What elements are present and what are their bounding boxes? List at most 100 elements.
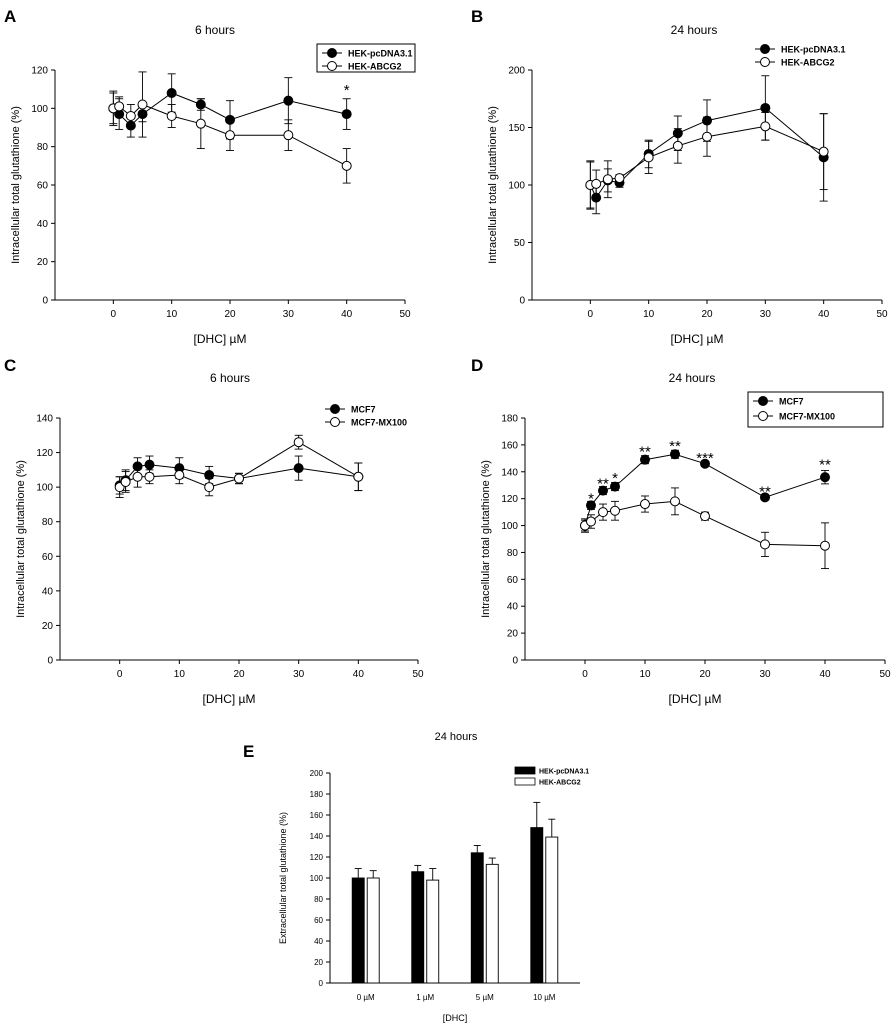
- y-tick-label-d: 60: [507, 575, 519, 586]
- significance-marker: **: [597, 476, 609, 493]
- legend-label-hek-pcdna3-1: HEK-pcDNA3.1: [348, 48, 413, 58]
- data-point-hek-abcg2: [614, 173, 625, 184]
- y-tick-label-c: 120: [36, 448, 53, 459]
- x-tick-label-c: 50: [412, 669, 424, 680]
- data-point-hek-abcg2: [166, 111, 177, 121]
- x-tick-label-d: 40: [819, 669, 831, 680]
- y-tick-label-d: 20: [507, 629, 519, 640]
- data-point-hek-abcg2: [137, 99, 148, 110]
- legend-swatch-hek-pcdna3-1: [514, 766, 536, 775]
- data-point-mcf7-mx100: [174, 470, 185, 481]
- significance-marker: **: [819, 457, 831, 474]
- x-tick-label-b: 40: [818, 309, 830, 320]
- x-tick-label-a: 40: [341, 309, 353, 320]
- significance-marker: *: [588, 490, 594, 507]
- data-point-mcf7-mx100: [640, 499, 650, 510]
- x-axis-label-a: [DHC] µM: [194, 332, 247, 346]
- y-tick-label-b: 100: [508, 181, 525, 192]
- x-axis-label-b: [DHC] µM: [671, 332, 724, 346]
- x-tick-label-c: 40: [353, 669, 365, 680]
- legend-label-hek-abcg2: HEK-ABCG2: [781, 57, 835, 67]
- legend-marker-hek-abcg2: [760, 57, 770, 67]
- x-tick-label-b: 20: [701, 309, 713, 320]
- y-tick-label-c: 20: [42, 621, 54, 632]
- legend-label-hek-pcdna3-1: HEK-pcDNA3.1: [539, 769, 589, 776]
- data-point-hek-pcdna3-1: [283, 95, 294, 106]
- data-point-hek-abcg2: [818, 146, 829, 157]
- significance-marker: *: [612, 470, 618, 487]
- y-tick-label-e: 60: [314, 916, 323, 925]
- legend-marker-mcf7-mx100: [758, 411, 768, 421]
- y-axis-label-a: Intracellular total glutathione (%): [10, 106, 22, 264]
- data-point-mcf7: [598, 485, 608, 496]
- data-point-mcf7-mx100: [132, 471, 143, 482]
- panel-letter-e: E: [243, 742, 254, 761]
- data-point-mcf7-mx100: [610, 505, 620, 516]
- data-point-mcf7: [586, 500, 596, 511]
- panel-title-a: 6 hours: [195, 23, 235, 37]
- y-tick-label-e: 200: [310, 769, 324, 778]
- y-tick-label-a: 40: [37, 219, 49, 230]
- panel-letter-b: B: [471, 7, 483, 26]
- x-tick-label-a: 20: [224, 309, 236, 320]
- y-tick-label-e: 20: [314, 958, 323, 967]
- data-point-hek-abcg2: [602, 174, 613, 185]
- y-tick-label-e: 160: [310, 811, 324, 820]
- data-point-hek-abcg2: [643, 152, 654, 163]
- x-tick-label-d: 20: [699, 669, 711, 680]
- bar-hek-pcdna3-1: [411, 871, 425, 984]
- data-point-mcf7: [760, 492, 770, 503]
- x-tick-label-e: 5 µM: [476, 993, 494, 1002]
- y-tick-label-a: 120: [31, 66, 48, 77]
- data-point-mcf7: [820, 472, 830, 483]
- legend-label-mcf7-mx100: MCF7-MX100: [351, 417, 407, 427]
- y-tick-label-b: 200: [508, 66, 525, 77]
- data-point-hek-pcdna3-1: [591, 192, 602, 203]
- x-tick-label-c: 20: [233, 669, 245, 680]
- y-axis-label-d: Intracellular total glutathione (%): [480, 460, 492, 618]
- y-tick-label-e: 140: [310, 832, 324, 841]
- legend-label-hek-abcg2: HEK-ABCG2: [539, 780, 581, 787]
- panel-title-b: 24 hours: [671, 23, 718, 37]
- legend-marker-hek-pcdna3-1: [327, 48, 337, 58]
- bar-hek-abcg2: [545, 836, 559, 984]
- bar-hek-pcdna3-1: [530, 827, 544, 984]
- y-tick-label-d: 140: [501, 467, 518, 478]
- data-point-mcf7: [670, 449, 680, 460]
- data-point-hek-abcg2: [283, 130, 294, 141]
- y-tick-label-e: 120: [310, 853, 324, 862]
- y-tick-label-a: 80: [37, 142, 49, 153]
- y-axis-label-e: Extracellular total glutathione (%): [278, 812, 288, 944]
- legend-marker-hek-pcdna3-1: [760, 44, 770, 54]
- y-tick-label-d: 0: [512, 656, 518, 667]
- x-tick-label-b: 50: [876, 309, 888, 320]
- significance-marker: *: [344, 82, 350, 99]
- data-point-hek-pcdna3-1: [137, 109, 148, 120]
- panel-letter-d: D: [471, 356, 483, 375]
- y-tick-label-e: 0: [319, 979, 324, 988]
- x-tick-label-b: 10: [643, 309, 655, 320]
- significance-marker: **: [639, 443, 651, 460]
- data-point-hek-abcg2: [672, 140, 683, 151]
- legend-label-mcf7: MCF7: [351, 404, 376, 414]
- y-tick-label-b: 0: [519, 296, 525, 307]
- data-point-hek-abcg2: [702, 131, 712, 142]
- y-tick-label-c: 0: [47, 656, 53, 667]
- panel-letter-a: A: [4, 7, 16, 26]
- x-tick-label-a: 50: [399, 309, 411, 320]
- data-point-hek-pcdna3-1: [341, 109, 352, 120]
- data-point-mcf7: [144, 459, 155, 470]
- bar-hek-pcdna3-1: [470, 852, 484, 984]
- data-point-mcf7-mx100: [820, 540, 830, 551]
- data-point-hek-abcg2: [760, 121, 771, 132]
- data-point-hek-pcdna3-1: [225, 114, 235, 125]
- y-tick-label-a: 20: [37, 257, 49, 268]
- data-point-mcf7: [610, 481, 620, 492]
- legend-marker-hek-abcg2: [327, 61, 337, 71]
- data-point-mcf7-mx100: [120, 476, 131, 487]
- x-tick-label-a: 30: [283, 309, 295, 320]
- legend-marker-mcf7: [758, 396, 768, 406]
- y-tick-label-b: 50: [514, 238, 526, 249]
- legend-label-mcf7: MCF7: [779, 396, 804, 406]
